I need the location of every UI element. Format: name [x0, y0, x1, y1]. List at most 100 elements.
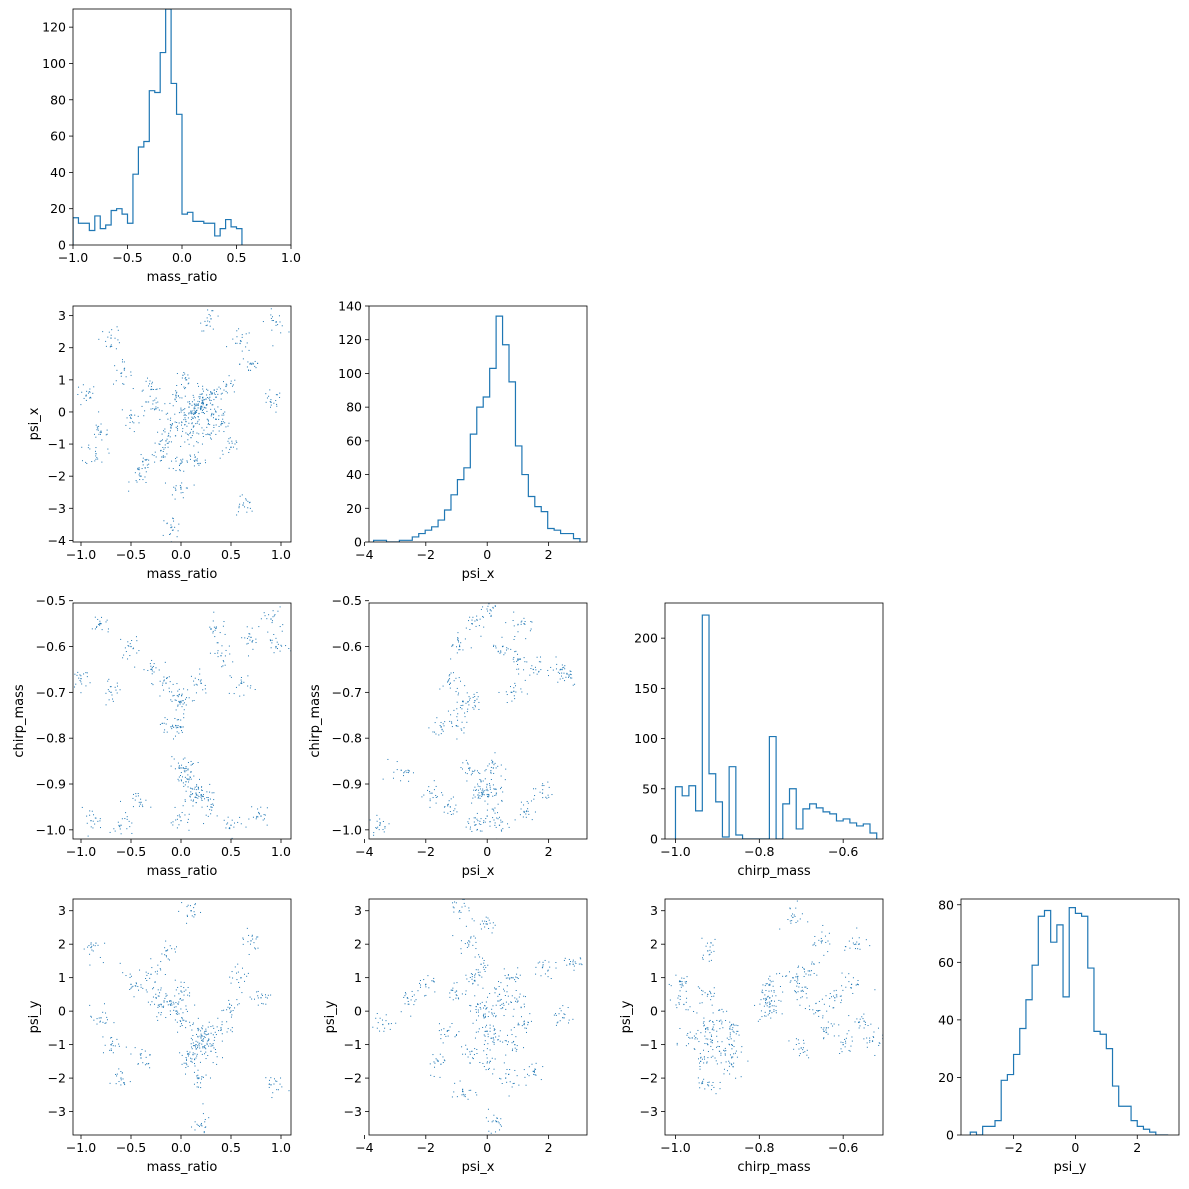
scatter-point	[179, 998, 181, 1000]
scatter-point	[236, 514, 238, 516]
scatter-point	[168, 432, 170, 434]
scatter-point	[542, 1066, 544, 1068]
scatter-point	[460, 767, 462, 769]
scatter-point	[406, 771, 408, 773]
scatter-point	[499, 1030, 501, 1032]
scatter-point	[183, 688, 185, 690]
scatter-point	[211, 414, 213, 416]
scatter-point	[126, 816, 128, 818]
scatter-point	[179, 703, 181, 705]
scatter-point	[490, 772, 492, 774]
scatter-point	[852, 992, 854, 994]
scatter-point	[540, 975, 542, 977]
scatter-point	[848, 981, 850, 983]
scatter-point	[178, 719, 180, 721]
scatter-point	[198, 1045, 200, 1047]
scatter-point	[201, 409, 203, 411]
scatter-point	[376, 1027, 378, 1029]
scatter-point	[131, 832, 133, 834]
scatter-point	[104, 1022, 106, 1024]
scatter-point	[204, 1030, 206, 1032]
scatter-point	[513, 1040, 515, 1042]
scatter-point	[129, 1081, 131, 1083]
scatter-point	[193, 413, 195, 415]
scatter-point	[434, 991, 436, 993]
scatter-point	[555, 656, 557, 658]
scatter-point	[669, 999, 671, 1001]
scatter-point	[475, 1019, 477, 1021]
scatter-point	[210, 318, 212, 320]
scatter-point	[207, 420, 209, 422]
scatter-point	[492, 760, 494, 762]
y-tick-label: −0.9	[36, 777, 66, 792]
scatter-point	[526, 1073, 528, 1075]
scatter-point	[770, 981, 772, 983]
scatter-point	[125, 812, 127, 814]
scatter-point	[873, 1036, 875, 1038]
scatter-point	[229, 1007, 231, 1009]
scatter-point	[172, 683, 174, 685]
scatter-point	[220, 1029, 222, 1031]
scatter-point	[206, 397, 208, 399]
scatter-point	[768, 1006, 770, 1008]
scatter-point	[488, 919, 490, 921]
scatter-point	[490, 771, 492, 773]
scatter-point	[544, 959, 546, 961]
scatter-point	[805, 986, 807, 988]
scatter-point	[170, 1000, 172, 1002]
scatter-point	[539, 961, 541, 963]
scatter-point	[515, 1000, 517, 1002]
scatter-point	[833, 1035, 835, 1037]
scatter-point	[470, 936, 472, 938]
scatter-point	[217, 642, 219, 644]
scatter-point	[137, 795, 139, 797]
scatter-point	[719, 1081, 721, 1083]
scatter-point	[166, 523, 168, 525]
scatter-point	[483, 1017, 485, 1019]
scatter-point	[197, 1074, 199, 1076]
scatter-point	[242, 937, 244, 939]
scatter-point	[483, 1034, 485, 1036]
scatter-point	[155, 667, 157, 669]
scatter-point	[183, 981, 185, 983]
scatter-point	[506, 694, 508, 696]
scatter-point	[104, 942, 106, 944]
scatter-point	[466, 721, 468, 723]
scatter-point	[154, 971, 156, 973]
scatter-point	[198, 433, 200, 435]
scatter-point	[126, 818, 128, 820]
scatter-point	[442, 723, 444, 725]
scatter-point	[429, 792, 431, 794]
scatter-point	[564, 668, 566, 670]
scatter-point	[192, 800, 194, 802]
scatter-point	[188, 406, 190, 408]
y-tick-label: −2	[640, 1071, 658, 1086]
scatter-point	[197, 1017, 199, 1019]
scatter-point	[273, 652, 275, 654]
scatter-point	[461, 768, 463, 770]
scatter-point	[270, 1084, 272, 1086]
scatter-point	[193, 425, 195, 427]
scatter-point	[863, 1020, 865, 1022]
scatter-point	[468, 910, 470, 912]
scatter-point	[483, 820, 485, 822]
scatter-point	[872, 1040, 874, 1042]
scatter-point	[81, 446, 83, 448]
scatter-point	[221, 414, 223, 416]
scatter-point	[719, 1009, 721, 1011]
scatter-point	[450, 672, 452, 674]
scatter-point	[510, 648, 512, 650]
scatter-point	[164, 997, 166, 999]
scatter-point	[858, 943, 860, 945]
scatter-point	[177, 986, 179, 988]
scatter-point	[194, 456, 196, 458]
scatter-point	[195, 1046, 197, 1048]
scatter-point	[531, 1063, 533, 1065]
scatter-point	[264, 814, 266, 816]
scatter-point	[212, 328, 214, 330]
scatter-point	[495, 789, 497, 791]
scatter-point	[122, 1078, 124, 1080]
scatter-point	[85, 394, 87, 396]
scatter-point	[140, 801, 142, 803]
scatter-point	[145, 471, 147, 473]
